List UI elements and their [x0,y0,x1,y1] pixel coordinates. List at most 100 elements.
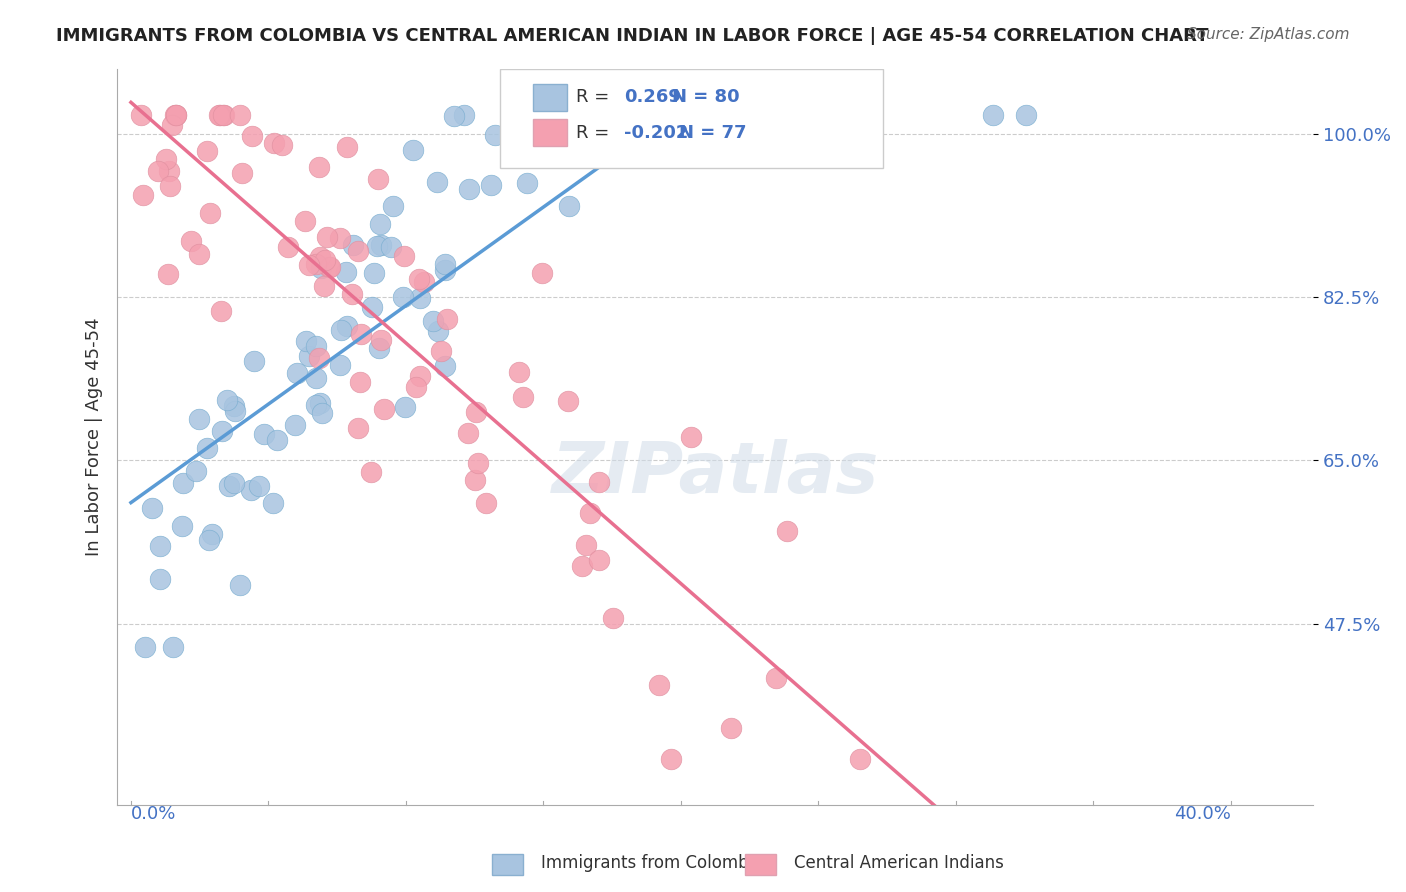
Point [366,238,388,252]
Point [426,325,449,339]
Point [571,558,593,573]
Text: 40.0%: 40.0% [1174,805,1230,823]
Point [218,479,240,493]
Point [363,266,385,280]
Point [336,319,359,334]
Point [180,234,202,248]
Point [172,518,194,533]
Point [575,538,598,552]
Point [361,300,384,314]
FancyBboxPatch shape [533,120,567,146]
Point [564,108,586,122]
Point [464,473,486,487]
Point [475,496,498,510]
Point [187,411,209,425]
Text: R =: R = [576,124,616,142]
Point [329,323,352,337]
Text: Source: ZipAtlas.com: Source: ZipAtlas.com [1187,27,1350,42]
Point [209,303,232,318]
Point [309,260,332,275]
Point [557,393,579,408]
Point [253,427,276,442]
Point [318,260,340,274]
Point [531,266,554,280]
Point [457,426,479,441]
Point [484,128,506,142]
Point [579,506,602,520]
Point [546,108,568,122]
Point [201,527,224,541]
Point [298,258,321,272]
Text: N = 80: N = 80 [672,88,740,106]
Point [614,108,637,122]
Point [314,252,336,267]
Point [627,108,650,122]
Text: Central American Indians: Central American Indians [794,855,1004,872]
Point [134,640,156,654]
Point [360,465,382,479]
Point [602,108,624,122]
Point [648,678,671,692]
Point [172,476,194,491]
Point [408,271,430,285]
Point [392,249,415,263]
Point [294,214,316,228]
Point [655,108,678,122]
Point [305,339,328,353]
Point [588,475,610,489]
Point [131,188,153,202]
Point [508,365,530,379]
Point [720,722,742,736]
Point [243,354,266,368]
Point [155,152,177,166]
Point [319,260,342,274]
Point [308,160,330,174]
Point [776,524,799,538]
Point [309,250,332,264]
Point [512,390,534,404]
Point [329,231,352,245]
Point [295,334,318,349]
Point [849,752,872,766]
Point [231,166,253,180]
Point [262,496,284,510]
Point [370,238,392,252]
Point [520,108,543,122]
Point [765,672,787,686]
Point [443,110,465,124]
Point [157,268,180,282]
Point [600,108,623,122]
Point [308,395,330,409]
Point [464,405,486,419]
Point [602,611,624,625]
Point [149,539,172,553]
Point [336,140,359,154]
Point [1014,108,1036,122]
Point [165,108,187,122]
Point [198,533,221,547]
FancyBboxPatch shape [533,84,567,111]
Point [436,312,458,326]
Point [311,406,333,420]
Point [381,198,404,212]
Point [211,424,233,438]
Point [367,341,389,355]
Point [426,175,449,189]
Point [285,366,308,380]
Point [373,401,395,416]
Point [305,371,328,385]
Text: N = 77: N = 77 [679,124,747,142]
Point [209,108,232,122]
Point [422,313,444,327]
Point [222,399,245,413]
Point [240,128,263,143]
Point [405,380,427,394]
Text: R =: R = [576,88,616,106]
Point [368,217,391,231]
Point [350,326,373,341]
Point [129,108,152,122]
Point [409,369,432,384]
Point [349,375,371,389]
Point [433,263,456,277]
Point [314,278,336,293]
